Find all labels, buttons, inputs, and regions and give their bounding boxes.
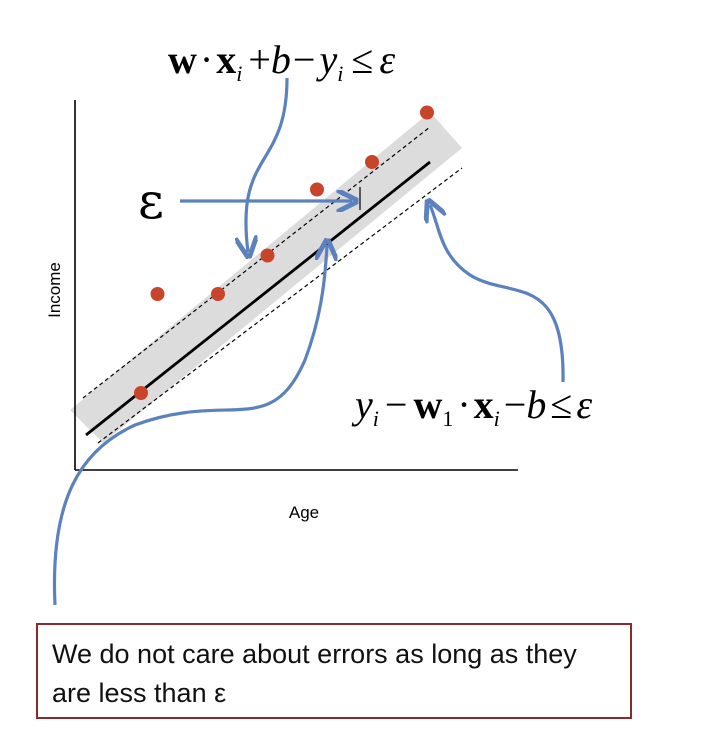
data-point [420, 105, 434, 120]
epsilon-tube [70, 112, 462, 443]
arrow-note [52, 245, 327, 606]
data-point [134, 386, 148, 400]
formula-top: w·xi +b− yi ≤ ε [168, 37, 395, 86]
data-point [150, 287, 165, 301]
data-point [260, 248, 275, 263]
arrow-top-formula [246, 77, 289, 252]
data-point [365, 155, 379, 169]
data-point [310, 182, 324, 197]
note-text: We do not care about errors as long as t… [52, 639, 577, 708]
y-axis-label: Income [45, 262, 64, 318]
upper-epsilon-boundary [82, 126, 431, 399]
note-box: We do not care about errors as long as t… [36, 623, 632, 719]
data-point [211, 287, 225, 301]
lower-epsilon-boundary [97, 167, 463, 444]
epsilon-label: ε [138, 172, 164, 230]
data-points [134, 105, 434, 400]
arrow-right-formula [430, 205, 565, 383]
formula-right: yi − w1 ·xi −b ≤ ε [351, 382, 592, 431]
x-axis-label: Age [289, 503, 319, 522]
